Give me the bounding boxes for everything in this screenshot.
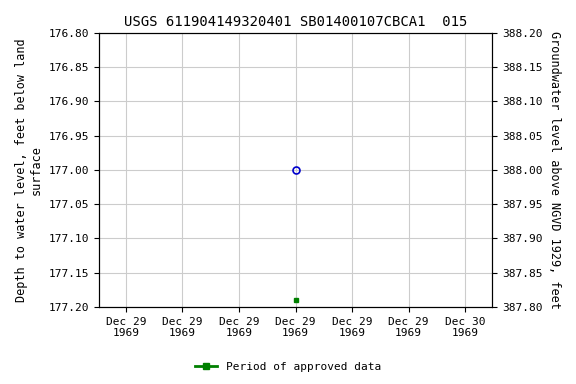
Y-axis label: Groundwater level above NGVD 1929, feet: Groundwater level above NGVD 1929, feet	[548, 31, 561, 309]
Title: USGS 611904149320401 SB01400107CBCA1  015: USGS 611904149320401 SB01400107CBCA1 015	[124, 15, 467, 29]
Legend: Period of approved data: Period of approved data	[191, 358, 385, 377]
Y-axis label: Depth to water level, feet below land
surface: Depth to water level, feet below land su…	[15, 38, 43, 302]
